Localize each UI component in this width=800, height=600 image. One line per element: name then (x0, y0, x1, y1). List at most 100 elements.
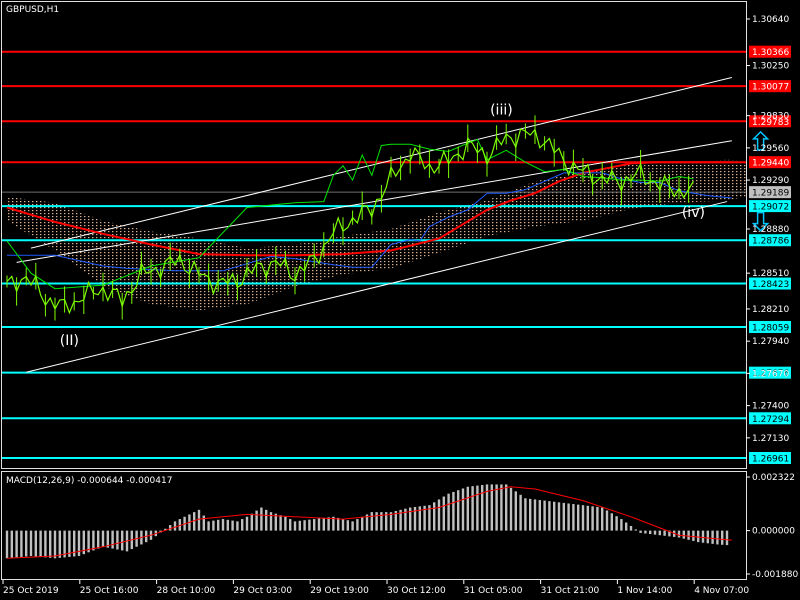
macd-bar (639, 530, 642, 533)
macd-bar (557, 502, 561, 531)
trend-channel[interactable] (16, 76, 732, 373)
macd-bar (255, 510, 258, 531)
macd-bar (308, 519, 311, 531)
macd-bar (202, 515, 205, 531)
horizontal-levels[interactable]: 1.30366 1.30077 1.29783 1.29440 1.29072 1.287… (2, 45, 791, 465)
macd-bar (409, 507, 412, 531)
wave-label: (iv) (682, 205, 705, 221)
macd-bar (625, 522, 628, 531)
price-tick-label: 1.28510 (752, 269, 789, 279)
macd-bar (461, 488, 465, 531)
macd-bar (711, 530, 714, 544)
macd-bar (269, 512, 273, 531)
macd-bar (649, 530, 652, 535)
level-tag-text: 1.30077 (752, 83, 789, 93)
macd-bar (658, 530, 661, 536)
macd-bar (10, 530, 13, 558)
macd-bar (82, 530, 85, 555)
macd-bar (385, 512, 388, 531)
macd-bar (394, 510, 397, 531)
direction-arrows (751, 130, 770, 232)
macd-bar (231, 520, 234, 531)
level-tag-text: 1.28786 (752, 237, 789, 247)
macd-bar (58, 530, 61, 558)
macd-bar (351, 521, 354, 531)
macd-bar (485, 484, 489, 531)
level-tag-text: 1.29440 (752, 159, 789, 169)
wave-label: (iii) (490, 102, 513, 118)
price-tick-label: 1.29290 (752, 176, 789, 186)
macd-bar (668, 530, 671, 537)
macd-bar (452, 491, 455, 531)
level-tag (749, 320, 791, 333)
macd-bar (505, 484, 508, 531)
macd-bar (442, 496, 445, 531)
macd-bar (25, 530, 28, 557)
macd-bar (721, 530, 724, 545)
macd-bar (586, 505, 589, 531)
macd-bar (265, 509, 268, 531)
wave-label: (II) (60, 333, 79, 349)
macd-bar (375, 512, 378, 531)
macd-bar (44, 530, 47, 558)
macd-bar (121, 530, 124, 551)
macd-bar (178, 519, 181, 531)
macd-bar (529, 498, 532, 531)
macd-bar (677, 530, 681, 538)
macd-bar (327, 517, 330, 531)
macd-bar (173, 521, 177, 531)
macd-bar (303, 520, 306, 531)
price-tick-label: 1.29560 (752, 144, 789, 154)
macd-bar (725, 530, 729, 546)
macd-bar (207, 521, 210, 531)
macd-tick-label: -0.001880 (752, 570, 798, 580)
macd-bar (322, 517, 325, 531)
current-price-text: 1.29189 (752, 189, 789, 199)
ichimoku-cloud (7, 159, 746, 311)
macd-bar (245, 516, 249, 531)
macd-bar (548, 501, 551, 531)
macd-bar (73, 530, 76, 557)
price-tick-label: 1.30250 (752, 62, 789, 72)
level-tag (749, 115, 791, 128)
level-tag-text: 1.27294 (752, 415, 789, 425)
macd-bar (279, 515, 282, 531)
macd-bar (543, 500, 546, 531)
macd-bar (610, 513, 613, 531)
time-tick-label: 1 Nov 14:00 (617, 586, 672, 596)
macd-bar (380, 512, 383, 531)
level-tag (749, 80, 791, 93)
macd-bar (77, 530, 81, 556)
level-tag-text: 1.27676 (752, 369, 789, 379)
channel-upper-line (30, 76, 732, 249)
price-axis: 1.30640 1.30250 1.29830 1.29560 1.29290 1.288… (746, 15, 798, 580)
time-axis: 25 Oct 2019 25 Oct 16:00 28 Oct 10:00 29 Oc… (2, 580, 749, 596)
macd-bar (682, 530, 685, 539)
macd-bar (437, 499, 441, 531)
macd-bar (298, 520, 301, 531)
macd-bar (634, 529, 637, 531)
time-tick-label: 25 Oct 16:00 (80, 586, 139, 596)
macd-bar (471, 486, 474, 531)
price-tick-label: 1.28880 (752, 225, 789, 235)
macd-bar (193, 512, 196, 531)
macd-bar (260, 507, 263, 531)
macd-bar (236, 521, 239, 531)
channel-middle-line (16, 140, 732, 263)
series-line-0 (6, 161, 732, 257)
macd-title: MACD(12,26,9) -0.000644 -0.000417 (6, 476, 172, 486)
time-tick-label: 29 Oct 19:00 (310, 586, 369, 596)
macd-bar (217, 519, 220, 531)
macd-indicator (5, 484, 732, 559)
macd-bar (591, 506, 594, 531)
macd-bar (97, 530, 100, 549)
macd-bar (332, 516, 335, 531)
level-tag (749, 200, 791, 213)
macd-bar (581, 505, 585, 531)
level-tag-text: 1.29072 (752, 203, 789, 213)
current-price-tag (749, 186, 791, 199)
macd-bar (404, 508, 407, 531)
macd-bar (101, 530, 105, 547)
cloud-area (7, 159, 746, 311)
